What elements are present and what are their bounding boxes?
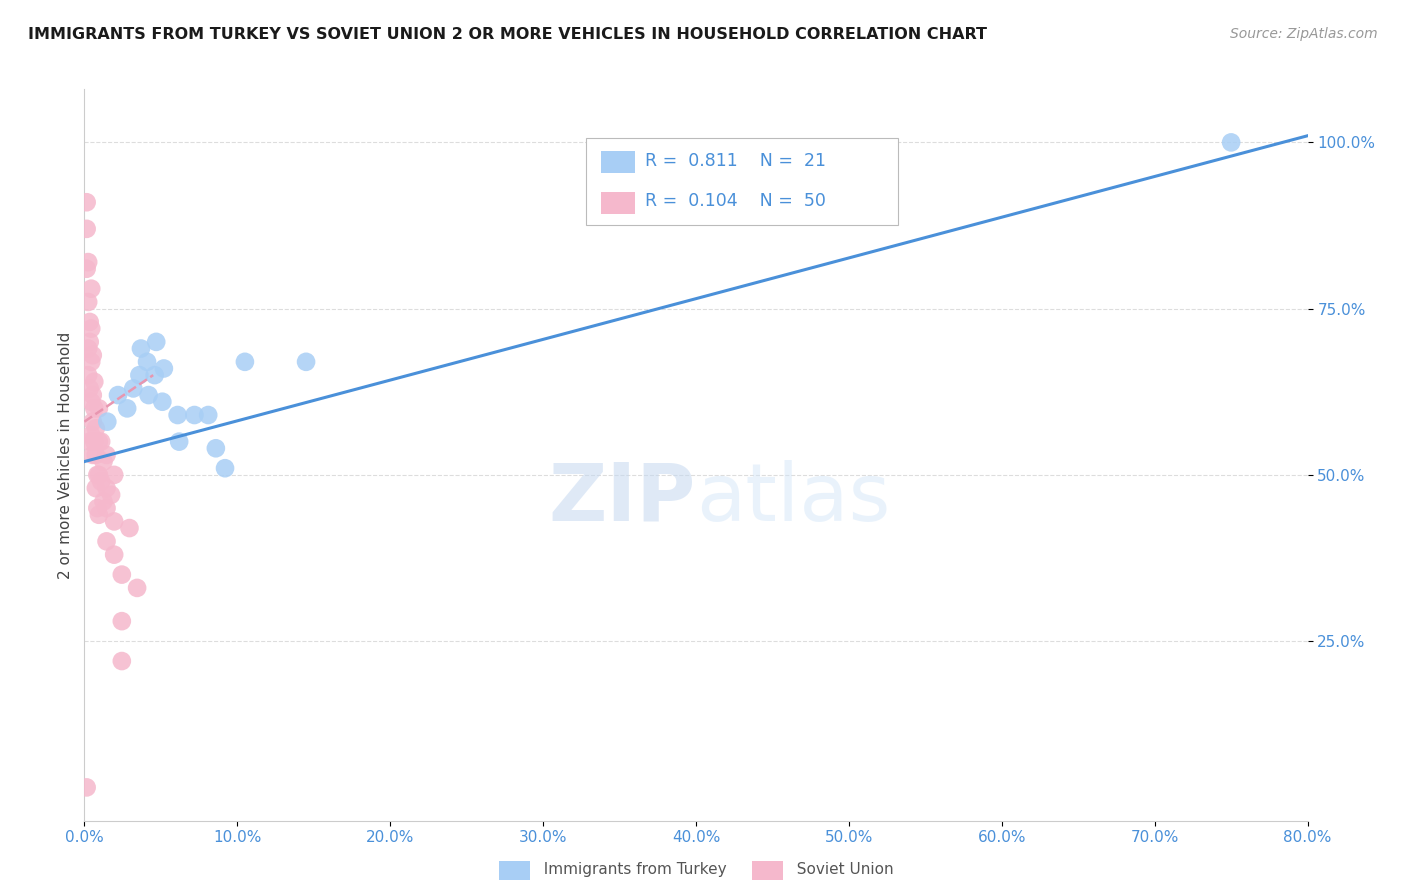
Point — [145, 334, 167, 349]
Point — [80, 428, 103, 442]
Point — [84, 421, 107, 435]
Point — [83, 375, 105, 389]
Point — [96, 415, 118, 429]
Point — [129, 342, 152, 356]
Text: IMMIGRANTS FROM TURKEY VS SOVIET UNION 2 OR MORE VEHICLES IN HOUSEHOLD CORRELATI: IMMIGRANTS FROM TURKEY VS SOVIET UNION 2… — [28, 27, 987, 42]
Point — [86, 501, 108, 516]
Text: R =  0.104    N =  50: R = 0.104 N = 50 — [644, 192, 825, 211]
Point — [76, 195, 98, 210]
Point — [84, 448, 107, 462]
Point — [96, 448, 118, 462]
Point — [153, 361, 176, 376]
Point — [93, 494, 115, 508]
FancyBboxPatch shape — [600, 192, 636, 213]
Point — [103, 548, 125, 562]
Text: Immigrants from Turkey: Immigrants from Turkey — [534, 863, 727, 877]
Point — [166, 408, 188, 422]
Text: ZIP: ZIP — [548, 459, 696, 538]
Point — [214, 461, 236, 475]
Point — [87, 508, 110, 522]
Text: Soviet Union: Soviet Union — [787, 863, 894, 877]
Point — [118, 521, 141, 535]
Point — [86, 467, 108, 482]
Point — [87, 401, 110, 416]
Point — [77, 295, 100, 310]
Point — [100, 488, 122, 502]
Point — [80, 394, 103, 409]
Point — [83, 434, 105, 449]
Point — [183, 408, 205, 422]
Point — [84, 481, 107, 495]
Point — [79, 334, 101, 349]
Point — [76, 222, 98, 236]
Point — [233, 355, 256, 369]
Point — [80, 321, 103, 335]
Point — [96, 481, 118, 495]
Point — [90, 434, 112, 449]
FancyBboxPatch shape — [600, 152, 636, 173]
Point — [96, 534, 118, 549]
Point — [83, 401, 105, 416]
Point — [77, 342, 100, 356]
Point — [79, 434, 101, 449]
Point — [96, 501, 118, 516]
Point — [295, 355, 318, 369]
Point — [76, 261, 98, 276]
Point — [143, 368, 166, 383]
Point — [76, 780, 98, 795]
Point — [103, 515, 125, 529]
Y-axis label: 2 or more Vehicles in Household: 2 or more Vehicles in Household — [58, 331, 73, 579]
Point — [93, 454, 115, 468]
Point — [87, 434, 110, 449]
Text: R =  0.811    N =  21: R = 0.811 N = 21 — [644, 152, 825, 169]
Point — [167, 434, 190, 449]
Point — [138, 388, 160, 402]
Point — [136, 355, 159, 369]
Point — [111, 654, 134, 668]
Point — [128, 368, 150, 383]
Point — [80, 355, 103, 369]
Point — [122, 381, 145, 395]
Point — [79, 315, 101, 329]
Point — [197, 408, 219, 422]
Point — [82, 388, 104, 402]
Point — [82, 448, 104, 462]
Text: atlas: atlas — [696, 459, 890, 538]
Point — [111, 614, 134, 628]
Point — [80, 282, 103, 296]
Text: Source: ZipAtlas.com: Source: ZipAtlas.com — [1230, 27, 1378, 41]
Point — [103, 467, 125, 482]
Point — [82, 348, 104, 362]
Point — [77, 368, 100, 383]
Point — [82, 415, 104, 429]
Point — [205, 442, 228, 456]
Point — [79, 381, 101, 395]
Point — [87, 467, 110, 482]
Point — [107, 388, 129, 402]
Point — [150, 394, 173, 409]
Point — [90, 475, 112, 489]
Point — [115, 401, 138, 416]
Point — [77, 255, 100, 269]
Point — [111, 567, 134, 582]
FancyBboxPatch shape — [586, 138, 898, 225]
Point — [127, 581, 149, 595]
Point — [1220, 136, 1243, 150]
